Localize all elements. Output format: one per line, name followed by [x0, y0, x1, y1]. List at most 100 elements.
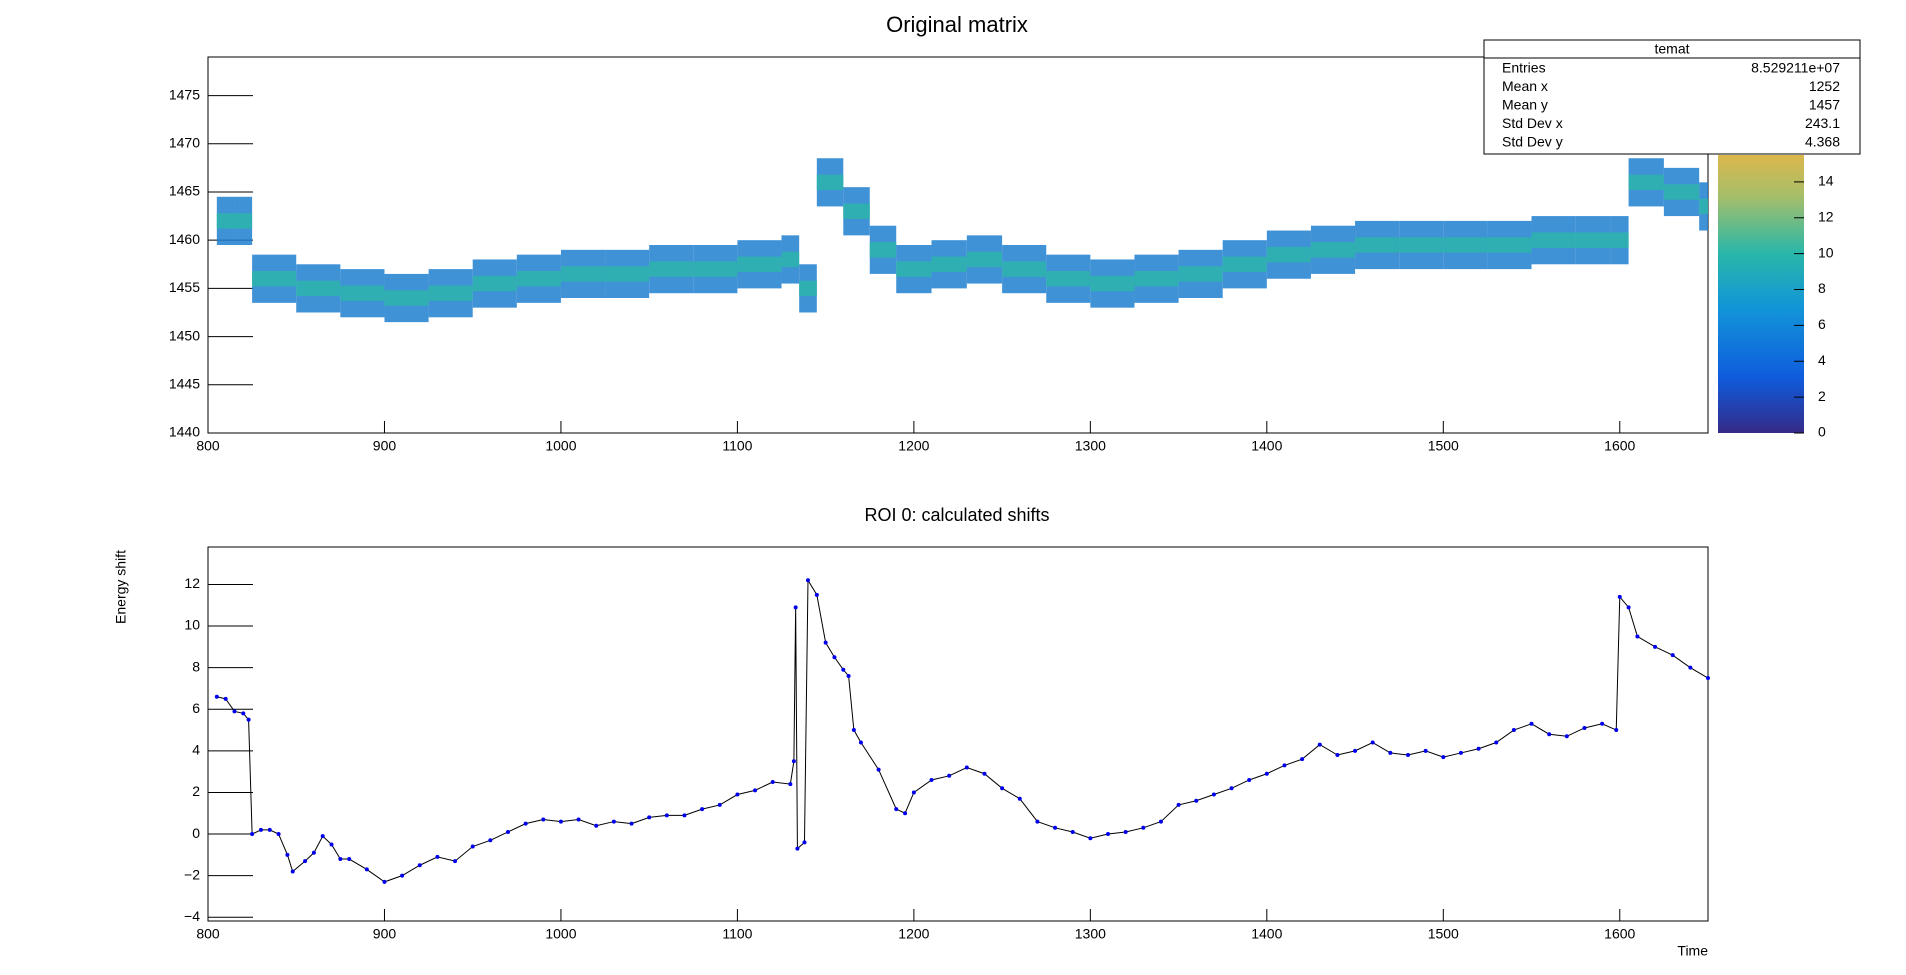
data-point [1176, 802, 1181, 807]
heatmap-core [816, 174, 844, 191]
heatmap-core [428, 285, 473, 301]
data-point [982, 771, 987, 776]
stats-box [1483, 39, 1861, 155]
x-tick-label: 1200 [898, 438, 929, 454]
heatmap-core [252, 271, 297, 287]
heatmap-core [781, 251, 800, 268]
heatmap-core [1090, 275, 1135, 292]
data-point [347, 857, 352, 862]
data-point [382, 879, 387, 884]
data-point [1282, 763, 1287, 768]
heatmap-core [1355, 237, 1400, 253]
z-tick-label: 4 [1818, 352, 1826, 368]
x-tick-label: 800 [196, 438, 220, 454]
data-point [841, 667, 846, 672]
heatmap-core [340, 285, 385, 301]
data-point [311, 850, 316, 855]
data-point [1635, 634, 1640, 639]
data-point [1582, 725, 1587, 730]
stats-label: Entries [1502, 60, 1546, 76]
data-point [1335, 753, 1340, 758]
x-tick-label: 1500 [1428, 438, 1459, 454]
data-point [1070, 829, 1075, 834]
heatmap-core [1399, 237, 1444, 253]
data-point [1617, 594, 1622, 599]
data-point [664, 813, 669, 818]
data-point [541, 817, 546, 822]
data-point [947, 773, 952, 778]
y-axis-label: Energy shift [113, 550, 129, 624]
heatmap-core [1575, 232, 1611, 248]
heatmap-core [516, 271, 561, 287]
data-point [364, 867, 369, 872]
data-point [1106, 832, 1110, 837]
data-point [1300, 757, 1305, 762]
x-tick-label: 1100 [722, 926, 752, 942]
data-point [611, 819, 616, 824]
data-point [285, 852, 290, 857]
x-tick-label: 900 [373, 926, 397, 942]
data-point [246, 717, 251, 722]
data-point [806, 578, 810, 583]
data-point [1123, 829, 1128, 834]
data-point [523, 821, 528, 826]
stats-value: 1252 [1809, 78, 1840, 94]
data-point [276, 832, 281, 837]
data-point [1476, 746, 1481, 751]
heatmap-core [1178, 266, 1223, 282]
data-point [1423, 748, 1428, 753]
data-point [846, 673, 851, 678]
stats-label: Mean x [1502, 78, 1548, 94]
y-tick-label: 1440 [169, 424, 200, 440]
heatmap-core [1699, 198, 1708, 215]
heatmap-core [1628, 174, 1664, 191]
x-tick-label: 1300 [1075, 926, 1106, 942]
data-point [1406, 753, 1410, 758]
x-tick-label: 1000 [545, 926, 576, 942]
data-point [1547, 732, 1552, 737]
y-tick-label: 0 [192, 825, 200, 841]
data-point [1158, 819, 1163, 824]
heatmap-core [843, 203, 870, 219]
stats-value: 8.529211e+07 [1751, 60, 1840, 76]
data-point [894, 807, 899, 812]
y-tick-label: 2 [192, 783, 200, 799]
x-tick-label: 900 [373, 438, 397, 454]
data-point [788, 782, 793, 787]
data-point [1458, 750, 1463, 755]
series-line [216, 578, 1709, 883]
data-point [1229, 786, 1234, 791]
data-point [1511, 728, 1516, 733]
data-point [793, 605, 798, 610]
y-tick-label: −4 [184, 908, 200, 924]
data-point [629, 821, 634, 826]
data-point [1264, 771, 1269, 776]
x-tick-label: 1400 [1251, 926, 1282, 942]
stats-label: Mean y [1502, 97, 1548, 113]
heatmap-core [1002, 261, 1047, 277]
data-point [417, 863, 422, 868]
x-tick-label: 1500 [1428, 926, 1459, 942]
heatmap-core [1663, 184, 1700, 200]
data-point [929, 777, 934, 782]
data-point [558, 819, 563, 824]
data-point [320, 834, 325, 839]
data-point [1614, 728, 1619, 733]
heatmap-core [869, 242, 897, 258]
stats-label: Std Dev y [1502, 134, 1563, 150]
heatmap-core [234, 213, 253, 229]
data-point [241, 711, 246, 716]
data-point [338, 857, 343, 862]
stats-value: 243.1 [1805, 115, 1840, 131]
data-point [576, 817, 581, 822]
data-point [400, 873, 405, 878]
x-tick-label: 1600 [1604, 438, 1635, 454]
data-point [1494, 740, 1499, 745]
data-point [258, 827, 263, 832]
heatmap-core [1134, 271, 1179, 287]
heatmap-core [1266, 246, 1311, 263]
data-point [1706, 676, 1710, 681]
data-point [1626, 605, 1631, 610]
heatmap-core [737, 256, 782, 272]
plot-frame [207, 56, 1709, 434]
